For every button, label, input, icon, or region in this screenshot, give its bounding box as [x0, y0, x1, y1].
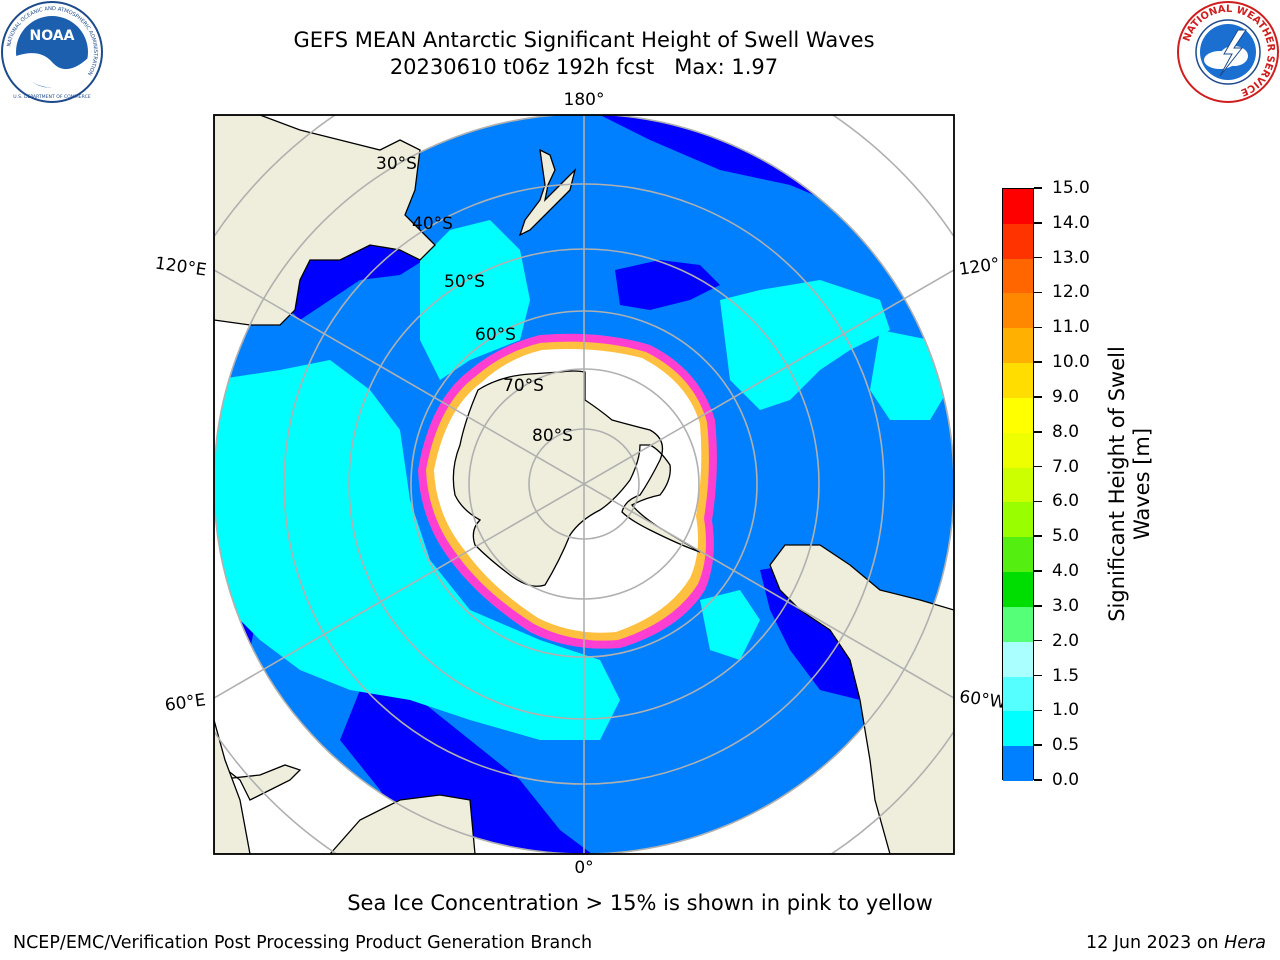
colorbar-segment — [1003, 711, 1033, 747]
lat-label-80s: 80°S — [532, 426, 573, 446]
lon-label-180: 180° — [564, 90, 605, 110]
colorbar-segment — [1003, 606, 1033, 643]
lon-label-60w: 60°W — [958, 687, 1007, 713]
colorbar-segment — [1003, 572, 1033, 608]
lat-label-50s: 50°S — [444, 272, 485, 292]
colorbar-segment — [1003, 189, 1033, 225]
colorbar-tick-label: 6.0 — [1052, 491, 1080, 512]
map-subtitle: 20230610 t06z 192h fcst Max: 1.97 — [389, 55, 779, 79]
credit-organization: NCEP/EMC/Verification Post Processing Pr… — [13, 933, 593, 953]
colorbar-tick-mark — [1034, 326, 1042, 329]
colorbar-tick-mark — [1034, 431, 1042, 433]
colorbar-tick-mark — [1034, 465, 1042, 468]
colorbar-tick-label: 10.0 — [1052, 352, 1090, 373]
colorbar-segment — [1003, 258, 1033, 294]
colorbar-tick-mark — [1034, 674, 1042, 677]
colorbar-tick-label: 14.0 — [1052, 212, 1090, 233]
colorbar-tick-mark — [1034, 639, 1042, 642]
colorbar-tick-label: 8.0 — [1052, 421, 1080, 442]
colorbar — [1002, 188, 1034, 782]
lon-label-60e: 60°E — [164, 690, 207, 715]
credit-date-text: 12 Jun 2023 on — [1085, 933, 1225, 953]
colorbar-tick-label: 9.0 — [1052, 386, 1080, 407]
lon-label-120e: 120°E — [154, 254, 208, 281]
colorbar-tick-label: 13.0 — [1052, 247, 1090, 268]
colorbar-tick-label: 0.5 — [1052, 735, 1080, 756]
colorbar-tick-mark — [1034, 500, 1042, 503]
colorbar-segment — [1003, 502, 1033, 538]
colorbar-segment — [1003, 432, 1033, 469]
colorbar-segment — [1003, 397, 1033, 434]
colorbar-tick-mark — [1034, 709, 1042, 712]
lat-label-40s: 40°S — [412, 214, 453, 234]
noaa-bottom-text: U.S. DEPARTMENT OF COMMERCE — [13, 94, 90, 100]
colorbar-tick-label: 1.0 — [1052, 700, 1080, 721]
colorbar-title-line1: Significant Height of Swell — [1105, 346, 1129, 622]
map-title: GEFS MEAN Antarctic Significant Height o… — [293, 28, 875, 52]
credit-machine: Hera — [1224, 933, 1266, 953]
antarctica — [452, 370, 701, 587]
colorbar-tick-label: 15.0 — [1052, 178, 1090, 198]
colorbar-segment — [1003, 641, 1033, 678]
africa — [329, 794, 476, 854]
madagascar — [214, 759, 302, 801]
colorbar-segment — [1003, 746, 1033, 782]
colorbar-tick-mark — [1034, 605, 1042, 607]
noaa-logo-text: NOAA — [30, 28, 75, 44]
colorbar-segment — [1003, 467, 1033, 503]
colorbar-tick-mark — [1034, 291, 1042, 294]
colorbar-tick-label: 2.0 — [1052, 630, 1080, 651]
nws-logo: NATIONAL WEATHER SERVICE — [1177, 1, 1279, 103]
colorbar-tick-label: 0.0 — [1052, 770, 1080, 790]
colorbar-tick-mark — [1034, 187, 1042, 189]
colorbar-tick-label: 11.0 — [1052, 317, 1090, 338]
colorbar-segment — [1003, 328, 1033, 364]
colorbar-tick-label: 4.0 — [1052, 561, 1080, 582]
colorbar-tick-mark — [1034, 222, 1042, 224]
lon-label-0: 0° — [574, 858, 593, 878]
new-zealand — [518, 148, 577, 237]
colorbar-segment — [1003, 676, 1033, 712]
colorbar-title-line2: Waves [m] — [1130, 427, 1154, 541]
colorbar-segment — [1003, 363, 1033, 399]
lat-label-70s: 70°S — [503, 376, 544, 396]
south-america — [769, 544, 954, 854]
colorbar-tick-label: 1.5 — [1052, 665, 1080, 686]
lon-label-120w: 120° — [958, 254, 1001, 280]
colorbar-tick-label: 5.0 — [1052, 526, 1080, 547]
sea-ice-footnote: Sea Ice Concentration > 15% is shown in … — [347, 891, 933, 915]
colorbar-segment — [1003, 293, 1033, 329]
noaa-logo: NOAA NATIONAL OCEANIC AND ATMOSPHERIC AD… — [1, 1, 103, 103]
colorbar-tick-mark — [1034, 570, 1042, 572]
lat-label-60s: 60°S — [475, 325, 516, 345]
credit-date: 12 Jun 2023 on Hera — [1086, 933, 1266, 953]
colorbar-tick-mark — [1034, 396, 1042, 398]
colorbar-tick-label: 3.0 — [1052, 595, 1080, 616]
colorbar-tick-mark — [1034, 361, 1042, 363]
colorbar-tick-mark — [1034, 744, 1042, 746]
colorbar-tick-label: 7.0 — [1052, 456, 1080, 477]
colorbar-tick-mark — [1034, 256, 1042, 259]
map-border — [213, 114, 955, 855]
colorbar-tick-mark — [1034, 535, 1042, 537]
lat-label-30s: 30°S — [376, 154, 417, 174]
colorbar-segment — [1003, 223, 1033, 260]
colorbar-tick-label: 12.0 — [1052, 282, 1090, 303]
colorbar-tick-mark — [1034, 779, 1042, 781]
meridian-lines — [214, 115, 954, 854]
colorbar-segment — [1003, 537, 1033, 573]
colorbar-title: Significant Height of Swell Waves [m] — [1105, 346, 1155, 622]
